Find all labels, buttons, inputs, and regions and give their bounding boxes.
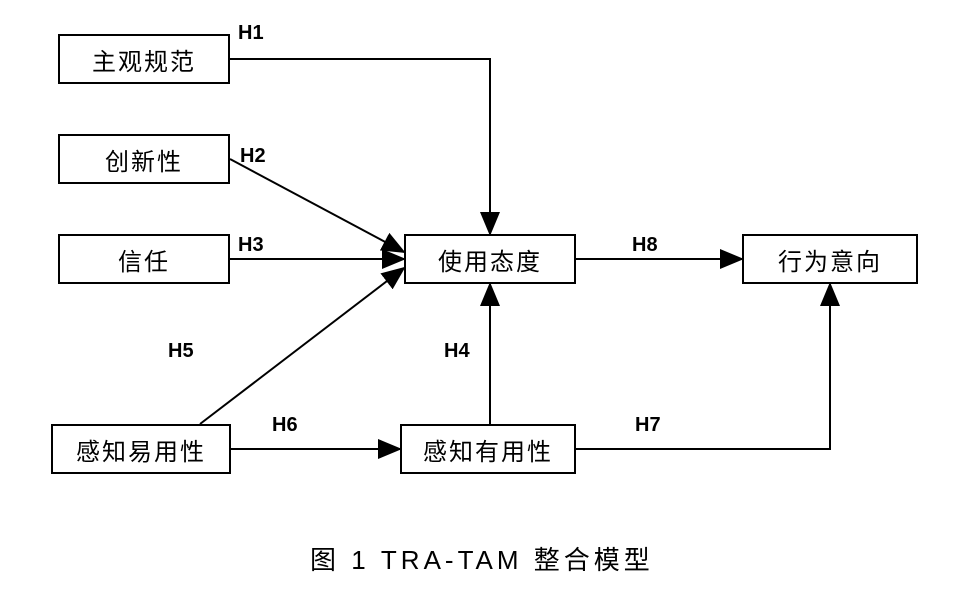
edge-label-H1: H1: [238, 22, 264, 45]
edge-label-H4: H4: [444, 340, 470, 363]
edge-H5: [200, 268, 404, 424]
edge-H1: [230, 59, 490, 234]
edge-label-H2: H2: [240, 145, 266, 168]
edge-label-H5: H5: [168, 340, 194, 363]
node-subjective_norm: 主观规范: [58, 34, 230, 84]
diagram-caption: 图 1 TRA-TAM 整合模型: [310, 540, 654, 577]
node-usage_attitude: 使用态度: [404, 234, 576, 284]
diagram-container: 主观规范创新性信任感知易用性 使用态度感知有用性 行为意向 H1 H2 H3 H5 H6 H4…: [0, 0, 966, 595]
node-perceived_ease: 感知易用性: [51, 424, 231, 474]
node-perceived_usefulness: 感知有用性: [400, 424, 576, 474]
edge-label-H3: H3: [238, 234, 264, 257]
edge-label-H8: H8: [632, 234, 658, 257]
edge-H7: [576, 284, 830, 449]
edges-layer: [0, 0, 966, 595]
edge-label-H6: H6: [272, 414, 298, 437]
node-innovation: 创新性: [58, 134, 230, 184]
node-trust: 信任: [58, 234, 230, 284]
node-behavioral_intention: 行为意向: [742, 234, 918, 284]
edge-label-H7: H7: [635, 414, 661, 437]
